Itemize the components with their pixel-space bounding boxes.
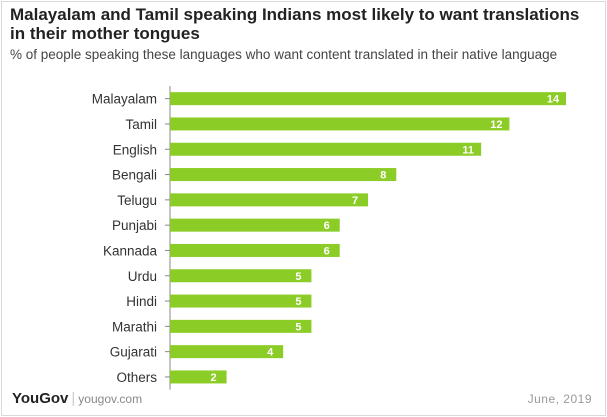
category-label: Others — [116, 370, 157, 385]
bar — [170, 370, 227, 384]
data-label: 5 — [295, 321, 301, 333]
category-label: Bengali — [112, 168, 157, 183]
data-label: 6 — [324, 220, 330, 232]
chart-subtitle: % of people speaking these languages who… — [10, 47, 558, 62]
category-label: Hindi — [126, 294, 157, 309]
category-label: Marathi — [112, 319, 157, 334]
footer-separator: | — [71, 390, 76, 407]
data-label: 4 — [267, 347, 274, 359]
bar — [170, 294, 312, 308]
bar — [170, 319, 312, 333]
category-label: Kannada — [103, 243, 158, 258]
data-label: 14 — [547, 94, 560, 106]
data-label: 6 — [324, 245, 330, 257]
bar — [170, 168, 397, 182]
bar — [170, 345, 284, 359]
yougov-logo: YouGov | yougov.com — [12, 390, 142, 407]
bar — [170, 269, 312, 283]
chart-title: Malayalam and Tamil speaking Indians mos… — [10, 5, 580, 43]
data-label: 7 — [352, 195, 358, 207]
category-label: English — [113, 142, 157, 157]
category-label: Punjabi — [112, 218, 157, 233]
data-label: 5 — [295, 296, 301, 308]
brand-name: YouGov — [12, 390, 69, 407]
category-label: Urdu — [128, 269, 157, 284]
bar — [170, 142, 482, 156]
bar — [170, 243, 340, 257]
data-label: 2 — [211, 372, 217, 384]
bar — [170, 92, 566, 106]
footer-url[interactable]: yougov.com — [78, 392, 143, 406]
category-label: Malayalam — [92, 92, 157, 107]
footer-date: June, 2019 — [527, 392, 592, 406]
data-label: 12 — [490, 119, 502, 131]
category-label: Gujarati — [110, 345, 157, 360]
data-label: 11 — [462, 144, 474, 156]
data-label: 8 — [380, 170, 386, 182]
category-label: Telugu — [117, 193, 157, 208]
bar — [170, 117, 510, 131]
category-label: Tamil — [125, 117, 157, 132]
bar — [170, 218, 340, 232]
bar — [170, 193, 368, 207]
data-label: 5 — [295, 271, 301, 283]
